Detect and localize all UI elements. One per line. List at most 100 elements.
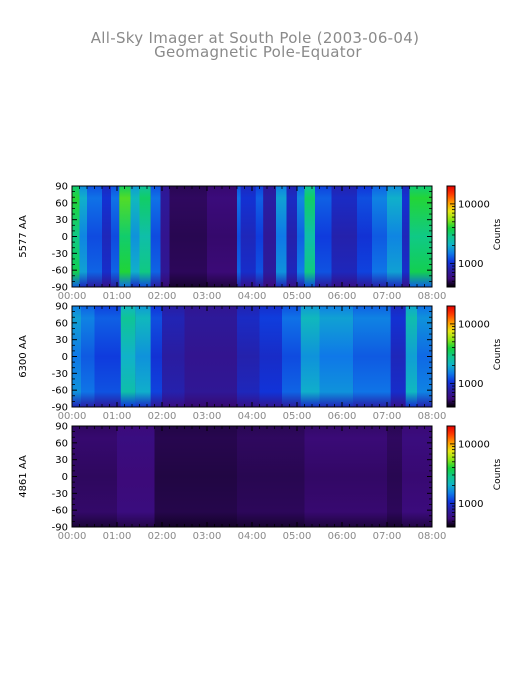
- heatmap-column: [162, 306, 185, 407]
- y-tick-label: 30: [55, 215, 68, 226]
- heatmap-column: [297, 186, 305, 287]
- heatmap-column: [120, 306, 136, 407]
- x-tick-label: 02:00: [148, 411, 177, 422]
- heatmap-column: [135, 306, 151, 407]
- y-tick-label: 0: [62, 232, 68, 243]
- heatmap-column: [119, 186, 131, 287]
- x-tick-label: 05:00: [283, 291, 312, 302]
- x-tick-label: 04:00: [238, 411, 267, 422]
- heatmap-column: [387, 426, 402, 527]
- heatmap-column: [184, 306, 237, 407]
- chart-subtitle: Geomagnetic Pole-Equator: [154, 43, 362, 61]
- y-tick-label: -60: [52, 266, 68, 277]
- y-tick-label: -90: [52, 283, 68, 294]
- heatmap-column: [160, 186, 170, 287]
- heatmap-column: [102, 186, 111, 287]
- x-tick-label: 02:00: [148, 291, 177, 302]
- x-tick-label: 04:00: [238, 291, 267, 302]
- y-tick-label: 60: [55, 198, 68, 209]
- heatmap-column: [319, 306, 354, 407]
- heatmap-column: [237, 426, 305, 527]
- heatmap-column: [357, 186, 372, 287]
- colorbar: [447, 426, 455, 527]
- y-tick-label: 90: [55, 302, 68, 313]
- colorbar-label: Counts: [493, 338, 503, 370]
- colorbar-tick-label: 10000: [458, 439, 490, 450]
- y-tick-label: 30: [55, 455, 68, 466]
- y-tick-label: -60: [52, 506, 68, 517]
- heatmap-column: [94, 306, 121, 407]
- heatmap-column: [300, 306, 320, 407]
- heatmap-column: [240, 186, 256, 287]
- colorbar-label: Counts: [493, 218, 503, 250]
- heatmap-column: [237, 306, 260, 407]
- x-tick-label: 00:00: [58, 291, 87, 302]
- heatmap-column: [304, 426, 387, 527]
- heatmap-column: [402, 186, 410, 287]
- heatmap-column: [130, 186, 140, 287]
- colorbar: [447, 306, 455, 407]
- panel-ylabel: 5577 AA: [18, 215, 29, 258]
- colorbar-label: Counts: [493, 458, 503, 490]
- heatmap-column: [87, 186, 102, 287]
- y-tick-label: 90: [55, 182, 68, 193]
- y-tick-label: -30: [52, 369, 68, 380]
- colorbar-tick-label: 10000: [458, 319, 490, 330]
- heatmap-column: [405, 306, 417, 407]
- x-tick-label: 07:00: [373, 531, 402, 542]
- x-tick-label: 05:00: [283, 411, 312, 422]
- colorbar-frame: [446, 425, 456, 528]
- heatmap-column: [79, 186, 87, 287]
- y-tick-label: 30: [55, 335, 68, 346]
- heatmap-column: [417, 306, 432, 407]
- heatmap-column: [81, 306, 95, 407]
- x-tick-label: 01:00: [103, 291, 132, 302]
- heatmap-column: [390, 306, 406, 407]
- x-tick-label: 07:00: [373, 291, 402, 302]
- x-tick-label: 03:00: [193, 411, 222, 422]
- colorbar-frame: [446, 185, 456, 288]
- chart-title: All-Sky Imager at South Pole (2003-06-04…: [91, 29, 419, 47]
- x-tick-label: 00:00: [58, 531, 87, 542]
- y-tick-label: 60: [55, 318, 68, 329]
- x-tick-label: 02:00: [148, 531, 177, 542]
- y-tick-label: -30: [52, 249, 68, 260]
- colorbar-tick-label: 1000: [458, 379, 483, 390]
- heatmap-column: [154, 426, 237, 527]
- y-tick-label: 0: [62, 472, 68, 483]
- y-tick-label: -90: [52, 403, 68, 414]
- heatmap-column: [169, 186, 207, 287]
- heatmap-column: [117, 426, 155, 527]
- heatmap-column: [207, 186, 237, 287]
- heatmap-column: [237, 186, 241, 287]
- x-tick-label: 03:00: [193, 291, 222, 302]
- x-tick-label: 06:00: [328, 411, 357, 422]
- x-tick-label: 08:00: [418, 411, 447, 422]
- x-tick-label: 06:00: [328, 531, 357, 542]
- x-tick-label: 04:00: [238, 531, 267, 542]
- heatmap-column: [150, 186, 161, 287]
- y-tick-label: 90: [55, 422, 68, 433]
- colorbar: [447, 186, 455, 287]
- heatmap-column: [259, 306, 282, 407]
- heatmap-column: [111, 186, 120, 287]
- y-tick-label: 60: [55, 438, 68, 449]
- heatmap-column: [276, 186, 287, 287]
- heatmap-column: [409, 186, 432, 287]
- heatmap-column: [263, 186, 276, 287]
- x-tick-label: 03:00: [193, 531, 222, 542]
- colorbar-tick-label: 1000: [458, 259, 483, 270]
- colorbar-frame: [446, 305, 456, 408]
- y-tick-label: -90: [52, 523, 68, 534]
- y-tick-label: -30: [52, 489, 68, 500]
- colorbar-tick-label: 1000: [458, 499, 483, 510]
- y-tick-label: -60: [52, 386, 68, 397]
- heatmap-column: [387, 186, 402, 287]
- heatmap-column: [304, 186, 315, 287]
- heatmap-column: [72, 426, 117, 527]
